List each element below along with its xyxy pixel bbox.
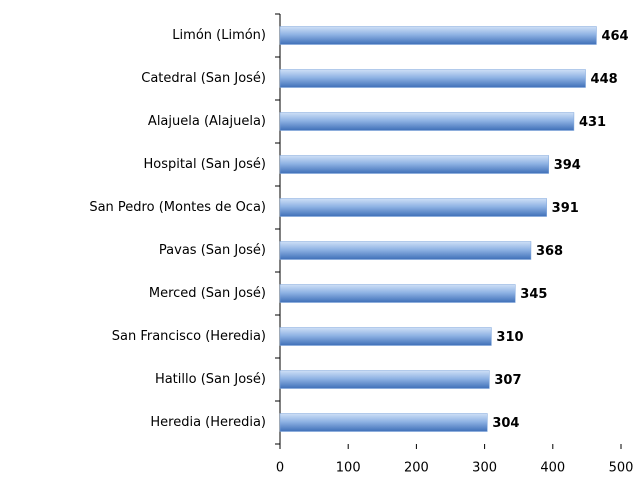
x-tick-label: 200 <box>404 461 429 476</box>
bar <box>279 26 597 45</box>
data-label: 345 <box>520 287 547 302</box>
data-label: 448 <box>591 72 618 87</box>
bar <box>279 112 575 131</box>
x-tick-label: 0 <box>276 461 284 476</box>
bar <box>279 413 488 432</box>
x-tick-label: 100 <box>336 461 361 476</box>
y-tick-label: Limón (Limón) <box>172 28 266 43</box>
bar <box>279 284 516 303</box>
bar <box>279 198 547 217</box>
bar <box>279 370 490 389</box>
bar <box>279 155 549 174</box>
data-label: 431 <box>579 115 606 130</box>
y-tick-label: Hatillo (San José) <box>155 372 266 387</box>
x-tick-label: 500 <box>609 461 634 476</box>
y-tick-label: Merced (San José) <box>149 286 266 301</box>
data-label: 310 <box>496 330 523 345</box>
y-tick-label: Alajuela (Alajuela) <box>148 114 266 129</box>
data-label: 368 <box>536 244 563 259</box>
x-tick-label: 300 <box>472 461 497 476</box>
y-tick-label: Pavas (San José) <box>159 243 266 258</box>
data-label: 394 <box>554 158 581 173</box>
y-tick-label: Hospital (San José) <box>144 157 266 172</box>
y-tick-label: San Francisco (Heredia) <box>112 329 266 344</box>
data-label: 307 <box>494 373 521 388</box>
y-tick-label: Heredia (Heredia) <box>150 415 266 430</box>
y-tick-label: San Pedro (Montes de Oca) <box>89 200 266 215</box>
bar <box>279 327 492 346</box>
bar <box>279 69 586 88</box>
data-label: 391 <box>552 201 579 216</box>
bar <box>279 241 532 260</box>
y-tick-label: Catedral (San José) <box>141 71 266 86</box>
data-label: 464 <box>601 29 628 44</box>
x-tick-label: 400 <box>540 461 565 476</box>
data-label: 304 <box>492 416 519 431</box>
